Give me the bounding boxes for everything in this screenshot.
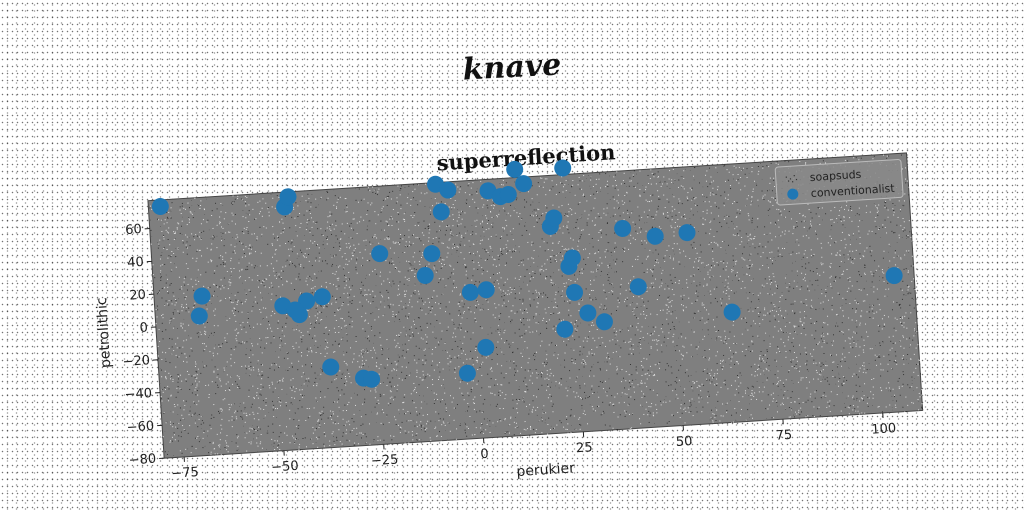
y-axis-ticks: −80 −60 −40 −20 0 20 40 60 [122,222,165,469]
x-tick-label: 25 [576,440,593,456]
scatter-point [545,209,563,227]
scatter-point [461,283,479,301]
legend-noise-speck [785,176,787,178]
scatter-point [506,160,524,178]
scatter-point [371,245,389,263]
legend: soapsuds conventionalist [774,159,904,206]
x-tick-label: 0 [480,447,489,462]
scatter-point [313,288,331,306]
y-tick-label: −20 [122,353,150,370]
legend-label-soapsuds: soapsuds [809,168,862,184]
scatter-point [554,159,572,177]
x-axis-label: perukier [516,460,576,480]
scatter-point [458,364,476,382]
y-tick-label: 40 [127,255,144,271]
scatter-point [477,338,495,356]
scatter-point [566,283,584,301]
x-tick-label: −75 [171,465,199,482]
scatter-point [439,181,457,199]
y-tick-label: −60 [126,419,154,436]
scatter-point [151,197,169,215]
legend-noise-speck [795,178,798,181]
legend-box [774,159,904,206]
scatter-point [885,267,903,285]
y-tick-label: 60 [125,222,142,238]
scatter-chart: superreflection −75 −50 −25 0 25 50 75 100 −80−… [94,139,924,482]
y-tick-label: −40 [124,386,152,403]
y-axis-label: petrolithic [94,297,114,369]
scatter-point [595,313,613,331]
scatter-point [723,303,741,321]
legend-swatch-soapsuds [785,175,798,183]
marker-series-conventionalist [151,159,903,388]
y-tick-label: 0 [139,320,148,335]
x-tick-label: 50 [675,434,692,450]
chart-figure: superreflection −75 −50 −25 0 25 50 75 100 −80−… [49,85,970,511]
y-tick-label: −80 [128,452,156,469]
legend-noise-speck [793,175,795,177]
scatter-point [363,370,381,388]
chart-title: superreflection [436,139,616,175]
legend-swatch-conventionalist [787,188,799,200]
x-axis-ticks: −75 −50 −25 0 25 50 75 100 [171,412,897,482]
x-tick-label: −25 [371,452,399,469]
scatter-point [432,203,450,221]
y-tick-label: 20 [129,288,146,304]
scatter-point [678,224,696,242]
legend-noise-speck [789,178,792,180]
scatter-point [646,227,664,245]
x-tick-label: −50 [271,459,299,476]
legend-noise-speck [791,181,794,183]
scatter-point [322,358,340,376]
scatter-point [190,307,208,325]
scatter-point [279,188,297,206]
scatter-point [193,287,211,305]
x-tick-label: 75 [775,428,792,444]
scatter-point [563,249,581,267]
x-tick-label: 100 [871,421,897,438]
scatter-point [579,304,597,322]
scatter-point [499,185,517,203]
scatter-point [298,292,316,310]
scatter-point [629,278,647,296]
scatter-point [423,245,441,263]
scatter-point [515,175,533,193]
scatter-point [556,320,574,338]
scatter-point [614,219,632,237]
scatter-point [416,266,434,284]
scatter-point [286,301,304,319]
legend-label-conventionalist: conventionalist [810,182,895,200]
scatter-point [477,281,495,299]
legend-noise-speck [787,180,790,182]
